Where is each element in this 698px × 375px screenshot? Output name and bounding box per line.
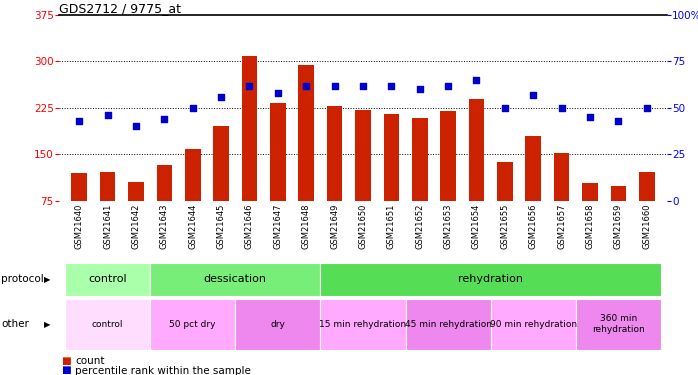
Text: GSM21655: GSM21655 <box>500 204 510 249</box>
Bar <box>320 299 406 350</box>
Text: GSM21651: GSM21651 <box>387 204 396 249</box>
Text: GSM21659: GSM21659 <box>614 204 623 249</box>
Bar <box>150 262 320 296</box>
Bar <box>214 126 229 201</box>
Text: ▶: ▶ <box>44 275 51 284</box>
Text: ■: ■ <box>61 366 71 375</box>
Point <box>499 105 510 111</box>
Point <box>471 77 482 83</box>
Bar <box>582 183 597 201</box>
Text: GSM21649: GSM21649 <box>330 204 339 249</box>
Text: 15 min rehydration: 15 min rehydration <box>320 320 406 328</box>
Text: dessication: dessication <box>204 274 267 284</box>
Point <box>556 105 567 111</box>
Bar <box>65 299 150 350</box>
Text: GSM21644: GSM21644 <box>188 204 198 249</box>
Text: count: count <box>75 356 105 366</box>
Text: 360 min
rehydration: 360 min rehydration <box>592 315 645 334</box>
Bar <box>270 104 285 201</box>
Point <box>272 90 283 96</box>
Point <box>102 112 113 118</box>
Bar <box>100 171 115 201</box>
Text: other: other <box>1 319 29 329</box>
Bar <box>128 182 144 201</box>
Text: GSM21642: GSM21642 <box>131 204 140 249</box>
Point <box>613 118 624 124</box>
Bar <box>468 99 484 201</box>
Text: GSM21647: GSM21647 <box>274 204 282 249</box>
Bar <box>71 173 87 201</box>
Bar <box>412 118 427 201</box>
Text: GSM21657: GSM21657 <box>557 204 566 249</box>
Bar <box>355 110 371 201</box>
Text: GSM21652: GSM21652 <box>415 204 424 249</box>
Text: rehydration: rehydration <box>458 274 524 284</box>
Bar <box>526 136 541 201</box>
Bar <box>554 153 570 201</box>
Bar <box>327 106 343 201</box>
Point <box>414 86 425 92</box>
Text: 90 min rehydration: 90 min rehydration <box>490 320 577 328</box>
Text: GSM21650: GSM21650 <box>359 204 367 249</box>
Bar <box>440 111 456 201</box>
Bar <box>299 64 314 201</box>
Point <box>386 82 397 88</box>
Point <box>329 82 340 88</box>
Point <box>73 118 84 124</box>
Bar <box>497 162 512 201</box>
Bar <box>235 299 320 350</box>
Point <box>131 123 142 129</box>
Bar <box>639 171 655 201</box>
Text: GSM21658: GSM21658 <box>586 204 595 249</box>
Text: 45 min rehydration: 45 min rehydration <box>405 320 491 328</box>
Text: control: control <box>92 320 124 328</box>
Bar <box>242 57 258 201</box>
Text: dry: dry <box>270 320 285 328</box>
Text: GSM21645: GSM21645 <box>216 204 225 249</box>
Point <box>528 92 539 98</box>
Text: 50 pct dry: 50 pct dry <box>170 320 216 328</box>
Point <box>357 82 369 88</box>
Bar <box>320 262 661 296</box>
Bar <box>65 262 150 296</box>
Point <box>443 82 454 88</box>
Point <box>187 105 198 111</box>
Text: GSM21660: GSM21660 <box>642 204 651 249</box>
Text: ■: ■ <box>61 356 71 366</box>
Bar <box>185 149 200 201</box>
Text: GSM21653: GSM21653 <box>444 204 452 249</box>
Point <box>158 116 170 122</box>
Text: protocol: protocol <box>1 274 44 284</box>
Bar <box>406 299 491 350</box>
Bar <box>383 114 399 201</box>
Bar <box>491 299 576 350</box>
Point <box>584 114 595 120</box>
Text: GSM21641: GSM21641 <box>103 204 112 249</box>
Bar <box>611 186 626 201</box>
Text: GSM21656: GSM21656 <box>528 204 537 249</box>
Text: ▶: ▶ <box>44 320 51 328</box>
Point <box>301 82 312 88</box>
Text: GSM21654: GSM21654 <box>472 204 481 249</box>
Text: GSM21648: GSM21648 <box>302 204 311 249</box>
Text: control: control <box>88 274 127 284</box>
Bar <box>150 299 235 350</box>
Text: GSM21640: GSM21640 <box>75 204 84 249</box>
Point <box>641 105 653 111</box>
Text: GDS2712 / 9775_at: GDS2712 / 9775_at <box>59 2 181 15</box>
Bar <box>576 299 661 350</box>
Point <box>244 82 255 88</box>
Text: percentile rank within the sample: percentile rank within the sample <box>75 366 251 375</box>
Point <box>216 94 227 100</box>
Text: GSM21646: GSM21646 <box>245 204 254 249</box>
Text: GSM21643: GSM21643 <box>160 204 169 249</box>
Bar <box>156 165 172 201</box>
